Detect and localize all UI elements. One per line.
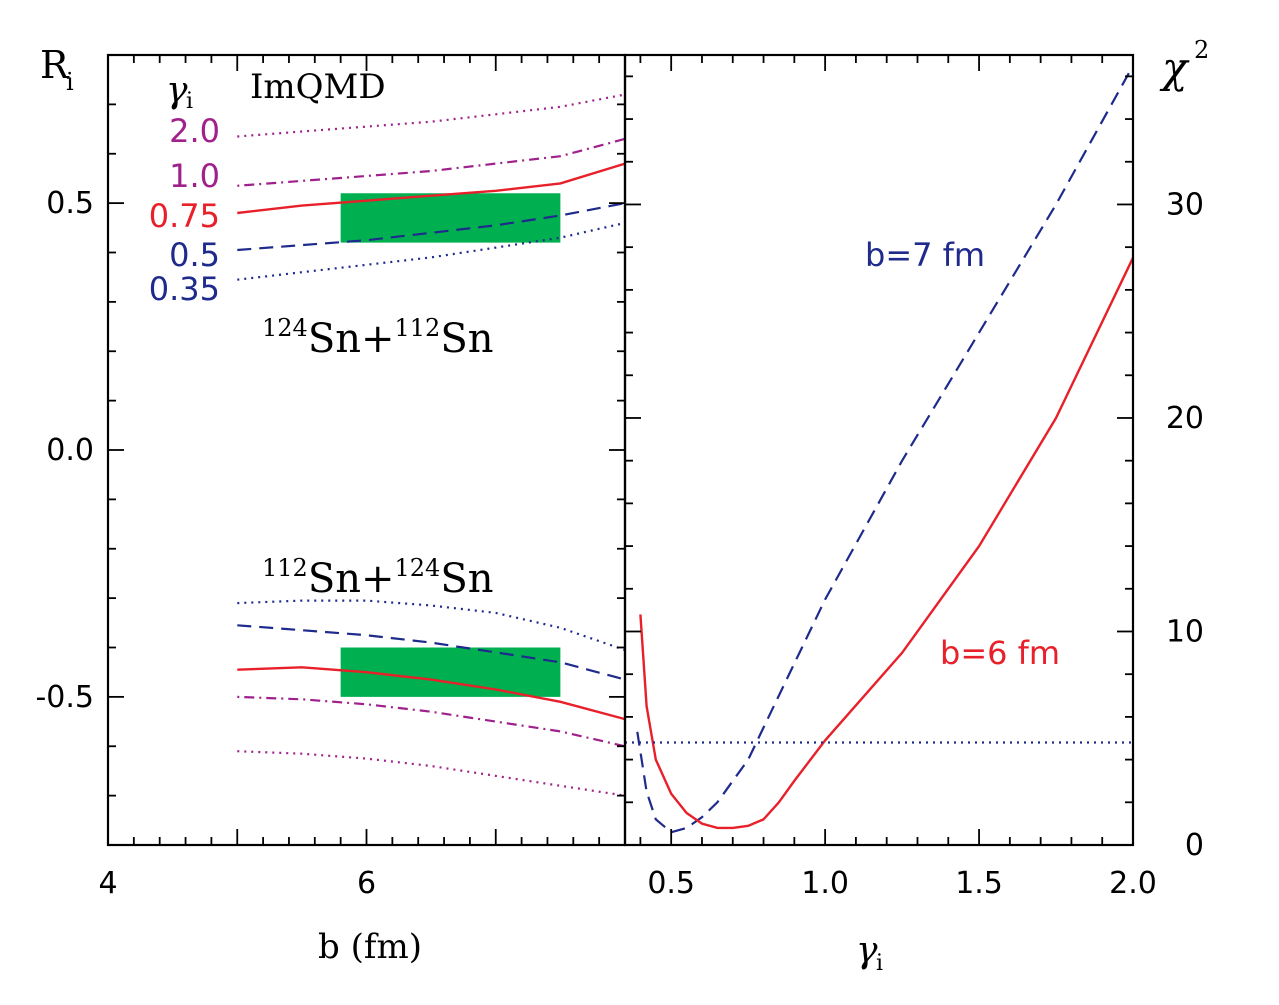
right-panel: 0.5 1.0 1.5 2.0 0 10 20 30 γi χ 2 b=7 fm b=6 fm bbox=[623, 36, 1209, 976]
x-tick-label: 4 bbox=[98, 866, 117, 901]
series-line-1 bbox=[237, 137, 626, 187]
y-tick-label: 30 bbox=[1166, 187, 1204, 222]
y-axis-label-superscript: 2 bbox=[1194, 36, 1209, 64]
y-axis-label: R bbox=[40, 43, 70, 87]
y-axis-label: χ bbox=[1159, 43, 1190, 92]
legend-entry-1.0: 1.0 bbox=[169, 157, 220, 195]
right-plot-frame bbox=[623, 53, 1135, 847]
reaction-label-top-element-1: Sn+ bbox=[308, 316, 395, 362]
reaction-label-top-mass-1: 124 bbox=[262, 314, 308, 342]
reaction-label-bottom-mass-1: 112 bbox=[262, 554, 308, 582]
y-tick-label: 20 bbox=[1166, 401, 1204, 436]
y-tick-label: 10 bbox=[1166, 614, 1204, 649]
chi2-line-0 bbox=[636, 65, 1134, 834]
x-axis-label: γ bbox=[856, 930, 878, 971]
reaction-label-bottom-mass-2: 124 bbox=[395, 554, 441, 582]
reaction-label-bottom-element-1: Sn+ bbox=[308, 556, 395, 602]
reaction-label-top-mass-2: 112 bbox=[395, 314, 441, 342]
x-axis-label: b (fm) bbox=[318, 927, 422, 967]
left-panel: 4 60.50.0-0.5b (fm)Ri γi ImQMD2.01.00.750.5… bbox=[35, 43, 627, 967]
chi2-line-1 bbox=[639, 257, 1135, 830]
y-tick-label: -0.5 bbox=[35, 680, 94, 715]
legend-entry-0.75: 0.75 bbox=[149, 197, 220, 235]
reaction-label-top-element-2: Sn bbox=[440, 316, 493, 362]
legend-title: γ bbox=[166, 70, 188, 111]
legend-entry-0.35: 0.35 bbox=[149, 270, 220, 308]
curve-label-b6: b=6 fm bbox=[940, 634, 1060, 672]
y-tick-label: 0 bbox=[1185, 828, 1204, 863]
x-tick-label: 1.0 bbox=[801, 866, 849, 901]
reaction-label-bottom: 112Sn+124Sn bbox=[262, 554, 493, 602]
y-tick-label: 0.5 bbox=[46, 186, 94, 221]
x-tick-label: 1.5 bbox=[955, 866, 1003, 901]
x-axis-label-subscript: i bbox=[876, 951, 883, 976]
legend-entry-2.0: 2.0 bbox=[169, 112, 220, 150]
y-axis-label-subscript: i bbox=[66, 68, 74, 96]
legend-entry-0.5: 0.5 bbox=[169, 236, 220, 274]
series-line-0 bbox=[237, 93, 626, 138]
legend-title-subscript: i bbox=[186, 89, 193, 114]
x-tick-label: 6 bbox=[357, 866, 376, 901]
y-tick-label: 0.0 bbox=[46, 433, 94, 468]
x-tick-label: 0.5 bbox=[647, 866, 695, 901]
x-tick-label: 2.0 bbox=[1109, 866, 1157, 901]
series-line-9 bbox=[237, 750, 626, 797]
series-line-2 bbox=[237, 162, 626, 215]
model-label: ImQMD bbox=[250, 67, 386, 107]
reaction-label-top: 124Sn+112Sn bbox=[262, 314, 493, 362]
series-line-5 bbox=[237, 599, 626, 652]
series-line-7 bbox=[237, 666, 626, 721]
reaction-label-bottom-element-2: Sn bbox=[440, 556, 493, 602]
data-band-0 bbox=[340, 193, 561, 243]
curve-label-b7: b=7 fm bbox=[865, 236, 985, 274]
